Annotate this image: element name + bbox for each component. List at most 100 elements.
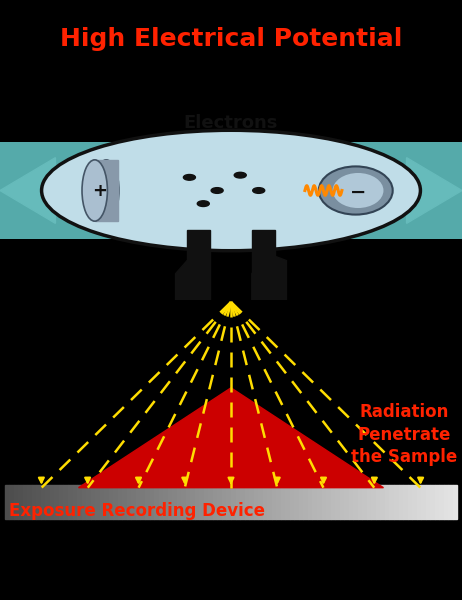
Polygon shape bbox=[27, 485, 32, 519]
Polygon shape bbox=[407, 485, 412, 519]
Polygon shape bbox=[41, 485, 45, 519]
Polygon shape bbox=[32, 485, 36, 519]
Polygon shape bbox=[208, 485, 213, 519]
Polygon shape bbox=[131, 485, 136, 519]
Polygon shape bbox=[122, 485, 127, 519]
Polygon shape bbox=[254, 485, 258, 519]
Polygon shape bbox=[145, 485, 150, 519]
Polygon shape bbox=[380, 485, 385, 519]
Polygon shape bbox=[322, 485, 326, 519]
Polygon shape bbox=[204, 485, 208, 519]
Circle shape bbox=[234, 172, 246, 178]
Polygon shape bbox=[258, 485, 263, 519]
Polygon shape bbox=[176, 485, 181, 519]
Polygon shape bbox=[236, 485, 240, 519]
Polygon shape bbox=[344, 485, 349, 519]
Polygon shape bbox=[86, 485, 91, 519]
Circle shape bbox=[197, 201, 209, 206]
Polygon shape bbox=[77, 485, 82, 519]
Polygon shape bbox=[317, 485, 322, 519]
Polygon shape bbox=[113, 485, 118, 519]
Polygon shape bbox=[136, 485, 140, 519]
Polygon shape bbox=[82, 485, 86, 519]
Text: Exposure Recording Device: Exposure Recording Device bbox=[9, 502, 265, 520]
Bar bbox=[187, 230, 210, 300]
Polygon shape bbox=[299, 485, 304, 519]
Ellipse shape bbox=[319, 166, 393, 215]
Polygon shape bbox=[394, 485, 399, 519]
Circle shape bbox=[211, 188, 223, 193]
Polygon shape bbox=[453, 485, 457, 519]
Polygon shape bbox=[349, 485, 353, 519]
Polygon shape bbox=[154, 485, 158, 519]
Polygon shape bbox=[435, 485, 439, 519]
Polygon shape bbox=[286, 485, 290, 519]
Polygon shape bbox=[407, 158, 462, 223]
Polygon shape bbox=[14, 485, 18, 519]
Polygon shape bbox=[312, 485, 317, 519]
Polygon shape bbox=[371, 485, 376, 519]
Polygon shape bbox=[421, 485, 426, 519]
Polygon shape bbox=[272, 485, 276, 519]
Polygon shape bbox=[335, 485, 340, 519]
Polygon shape bbox=[176, 256, 210, 300]
Polygon shape bbox=[240, 485, 244, 519]
Polygon shape bbox=[430, 485, 435, 519]
Polygon shape bbox=[100, 485, 104, 519]
Polygon shape bbox=[249, 485, 254, 519]
Polygon shape bbox=[91, 485, 95, 519]
Polygon shape bbox=[158, 485, 163, 519]
Polygon shape bbox=[444, 485, 448, 519]
Text: Radiation
Penetrate
the Sample: Radiation Penetrate the Sample bbox=[351, 403, 457, 466]
Polygon shape bbox=[55, 485, 59, 519]
Polygon shape bbox=[308, 485, 312, 519]
Polygon shape bbox=[439, 485, 444, 519]
Polygon shape bbox=[36, 485, 41, 519]
Polygon shape bbox=[127, 485, 131, 519]
Polygon shape bbox=[213, 485, 218, 519]
Ellipse shape bbox=[82, 160, 107, 221]
Polygon shape bbox=[403, 485, 407, 519]
Polygon shape bbox=[59, 485, 63, 519]
Ellipse shape bbox=[333, 173, 383, 208]
Polygon shape bbox=[226, 485, 231, 519]
Polygon shape bbox=[376, 485, 380, 519]
Polygon shape bbox=[63, 485, 68, 519]
Polygon shape bbox=[199, 485, 204, 519]
Polygon shape bbox=[50, 485, 55, 519]
Polygon shape bbox=[118, 485, 122, 519]
Polygon shape bbox=[95, 160, 118, 221]
Polygon shape bbox=[340, 485, 344, 519]
Polygon shape bbox=[73, 485, 77, 519]
Polygon shape bbox=[290, 485, 294, 519]
Polygon shape bbox=[104, 485, 109, 519]
Polygon shape bbox=[362, 485, 367, 519]
Bar bbox=[252, 230, 275, 300]
Polygon shape bbox=[45, 485, 50, 519]
Text: −: − bbox=[350, 183, 366, 202]
Polygon shape bbox=[358, 485, 362, 519]
Polygon shape bbox=[181, 485, 186, 519]
Polygon shape bbox=[190, 485, 195, 519]
Polygon shape bbox=[23, 485, 27, 519]
Polygon shape bbox=[18, 485, 23, 519]
Polygon shape bbox=[5, 485, 9, 519]
Polygon shape bbox=[385, 485, 389, 519]
Polygon shape bbox=[267, 485, 272, 519]
Polygon shape bbox=[218, 485, 222, 519]
Polygon shape bbox=[140, 485, 145, 519]
Polygon shape bbox=[331, 485, 335, 519]
Polygon shape bbox=[326, 485, 331, 519]
Polygon shape bbox=[389, 485, 394, 519]
Text: Electrons: Electrons bbox=[184, 113, 278, 131]
Polygon shape bbox=[68, 485, 73, 519]
Polygon shape bbox=[281, 485, 286, 519]
Polygon shape bbox=[417, 485, 421, 519]
Polygon shape bbox=[150, 485, 154, 519]
Text: +: + bbox=[92, 181, 107, 199]
Ellipse shape bbox=[93, 160, 119, 221]
Polygon shape bbox=[252, 256, 286, 300]
Polygon shape bbox=[276, 485, 281, 519]
Polygon shape bbox=[168, 485, 172, 519]
Polygon shape bbox=[304, 485, 308, 519]
